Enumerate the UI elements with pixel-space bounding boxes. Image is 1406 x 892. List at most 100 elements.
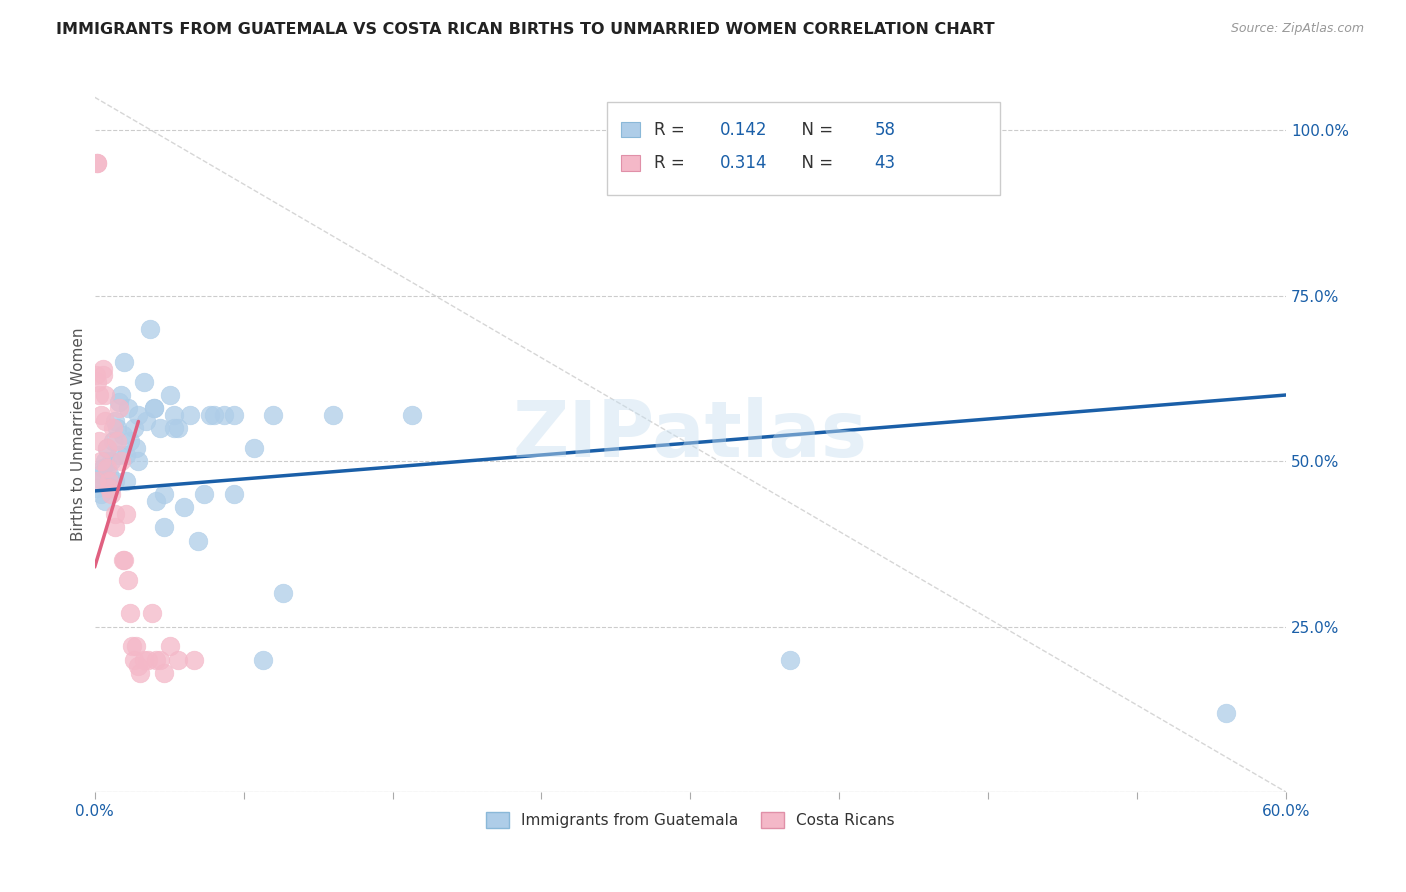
Point bbox=[107, 394, 129, 409]
Point bbox=[87, 474, 110, 488]
Point bbox=[141, 607, 163, 621]
Point bbox=[262, 408, 284, 422]
Point bbox=[93, 388, 115, 402]
Point bbox=[84, 368, 107, 383]
Point bbox=[129, 665, 152, 680]
Point bbox=[100, 487, 122, 501]
Point bbox=[202, 408, 225, 422]
Point bbox=[322, 408, 344, 422]
Point bbox=[115, 474, 138, 488]
Point bbox=[110, 388, 132, 402]
Point bbox=[103, 414, 125, 428]
Point bbox=[143, 401, 166, 416]
Point bbox=[145, 494, 167, 508]
Point bbox=[86, 375, 108, 389]
Point bbox=[127, 454, 149, 468]
Point bbox=[134, 653, 156, 667]
Point bbox=[153, 487, 176, 501]
Point bbox=[84, 474, 107, 488]
Point bbox=[149, 653, 172, 667]
Text: 43: 43 bbox=[875, 154, 896, 172]
Point bbox=[159, 388, 181, 402]
Point bbox=[153, 665, 176, 680]
Point bbox=[96, 441, 118, 455]
Point bbox=[139, 322, 162, 336]
Text: N =: N = bbox=[792, 154, 838, 172]
Point bbox=[163, 421, 186, 435]
Point bbox=[105, 434, 128, 449]
Point bbox=[86, 481, 108, 495]
Point bbox=[115, 448, 138, 462]
Point bbox=[173, 500, 195, 515]
Point bbox=[105, 421, 128, 435]
Text: N =: N = bbox=[792, 120, 838, 138]
Point bbox=[114, 553, 136, 567]
FancyBboxPatch shape bbox=[621, 121, 640, 137]
Text: R =: R = bbox=[654, 154, 690, 172]
Point bbox=[222, 487, 245, 501]
Point bbox=[100, 454, 122, 468]
Point bbox=[91, 368, 114, 383]
Point bbox=[134, 375, 156, 389]
Point bbox=[97, 481, 120, 495]
Point bbox=[90, 487, 112, 501]
Point bbox=[198, 408, 221, 422]
Point bbox=[114, 355, 136, 369]
Point bbox=[163, 408, 186, 422]
Point bbox=[111, 553, 134, 567]
Point bbox=[167, 653, 190, 667]
Point bbox=[120, 607, 142, 621]
Point bbox=[120, 434, 142, 449]
Point bbox=[193, 487, 215, 501]
Point bbox=[125, 441, 148, 455]
Point bbox=[96, 460, 118, 475]
Point bbox=[183, 653, 205, 667]
Point bbox=[96, 441, 118, 455]
Point bbox=[91, 361, 114, 376]
Point bbox=[115, 507, 138, 521]
Text: ZIPatlas: ZIPatlas bbox=[513, 397, 868, 473]
Point bbox=[103, 507, 125, 521]
Point bbox=[124, 653, 146, 667]
Point bbox=[117, 401, 139, 416]
Point bbox=[103, 474, 125, 488]
Point bbox=[93, 494, 115, 508]
Point bbox=[90, 408, 112, 422]
Point bbox=[242, 441, 264, 455]
Point bbox=[86, 156, 108, 170]
Point bbox=[86, 156, 108, 170]
Legend: Immigrants from Guatemala, Costa Ricans: Immigrants from Guatemala, Costa Ricans bbox=[479, 806, 901, 834]
FancyBboxPatch shape bbox=[621, 155, 640, 171]
FancyBboxPatch shape bbox=[607, 103, 1000, 195]
Point bbox=[93, 414, 115, 428]
Point bbox=[159, 640, 181, 654]
Point bbox=[401, 408, 423, 422]
Point bbox=[136, 653, 159, 667]
Point bbox=[93, 454, 115, 468]
Point bbox=[91, 460, 114, 475]
Text: Source: ZipAtlas.com: Source: ZipAtlas.com bbox=[1230, 22, 1364, 36]
Point bbox=[107, 448, 129, 462]
Point bbox=[107, 401, 129, 416]
Point bbox=[149, 421, 172, 435]
Point bbox=[124, 421, 146, 435]
Point bbox=[125, 640, 148, 654]
Point bbox=[153, 520, 176, 534]
Point bbox=[179, 408, 201, 422]
Text: R =: R = bbox=[654, 120, 690, 138]
Text: IMMIGRANTS FROM GUATEMALA VS COSTA RICAN BIRTHS TO UNMARRIED WOMEN CORRELATION C: IMMIGRANTS FROM GUATEMALA VS COSTA RICAN… bbox=[56, 22, 995, 37]
Point bbox=[110, 454, 132, 468]
Point bbox=[101, 434, 124, 449]
Point bbox=[87, 434, 110, 449]
Point bbox=[87, 388, 110, 402]
Text: 0.314: 0.314 bbox=[720, 154, 766, 172]
Text: 58: 58 bbox=[875, 120, 896, 138]
Text: 0.142: 0.142 bbox=[720, 120, 766, 138]
Point bbox=[117, 574, 139, 588]
Y-axis label: Births to Unmarried Women: Births to Unmarried Women bbox=[72, 328, 86, 541]
Point bbox=[90, 454, 112, 468]
Point bbox=[167, 421, 190, 435]
Point bbox=[97, 474, 120, 488]
Point bbox=[127, 659, 149, 673]
Point bbox=[97, 467, 120, 482]
